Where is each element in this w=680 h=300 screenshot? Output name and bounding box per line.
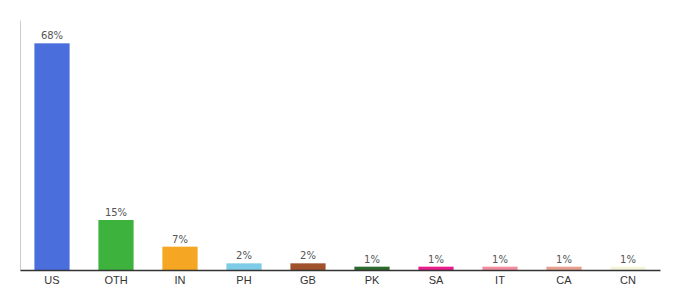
x-tick: PH bbox=[236, 274, 251, 286]
x-tick: IN bbox=[175, 274, 186, 286]
data-label: 1% bbox=[620, 254, 636, 265]
x-tick-label: IT bbox=[495, 274, 505, 286]
x-tick: CA bbox=[556, 274, 572, 286]
bar bbox=[482, 267, 517, 270]
data-label: 2% bbox=[236, 250, 252, 261]
x-tick-label: CA bbox=[556, 274, 572, 286]
x-tick-label: SA bbox=[429, 274, 444, 286]
bar bbox=[34, 43, 69, 270]
x-tick: US bbox=[44, 274, 59, 286]
x-tick-label: PH bbox=[236, 274, 251, 286]
bar bbox=[162, 247, 197, 270]
x-tick-label: CN bbox=[620, 274, 636, 286]
data-label: 1% bbox=[364, 254, 380, 265]
x-tick-label: IN bbox=[175, 274, 186, 286]
data-label: 7% bbox=[172, 234, 188, 245]
x-tick: IT bbox=[495, 274, 505, 286]
x-tick-label: PK bbox=[365, 274, 380, 286]
bar bbox=[546, 267, 581, 270]
bar bbox=[418, 267, 453, 270]
x-tick-label: OTH bbox=[104, 274, 127, 286]
data-label: 1% bbox=[428, 254, 444, 265]
x-tick: GB bbox=[300, 274, 316, 286]
x-tick: PK bbox=[365, 274, 380, 286]
x-tick-label: GB bbox=[300, 274, 316, 286]
bar bbox=[290, 263, 325, 270]
data-label: 68% bbox=[41, 30, 63, 41]
x-tick: CN bbox=[620, 274, 636, 286]
y-axis bbox=[20, 21, 21, 271]
data-labels: 68% 15% 7% 2% 2% 1% 1% 1% 1% 1% bbox=[41, 30, 636, 264]
data-label: 2% bbox=[300, 250, 316, 261]
data-label: 1% bbox=[492, 254, 508, 265]
plot: US OTH IN PH GB PK SA IT CA CN 68% 15% 7% 2% 2% 1% 1% 1% 1… bbox=[21, 21, 661, 286]
bar bbox=[354, 267, 389, 270]
x-axis: US OTH IN PH GB PK SA IT CA CN bbox=[21, 271, 661, 286]
x-tick: OTH bbox=[104, 274, 127, 286]
bar bbox=[610, 267, 645, 270]
x-tick: SA bbox=[429, 274, 444, 286]
bar bbox=[226, 263, 261, 270]
bar bbox=[98, 220, 133, 270]
x-axis-line bbox=[21, 270, 661, 272]
chart: US OTH IN PH GB PK SA IT CA CN 68% 15% 7% 2% 2% 1% 1% 1% 1… bbox=[0, 0, 680, 300]
y-axis-line bbox=[20, 21, 21, 271]
data-label: 15% bbox=[105, 207, 127, 218]
bars bbox=[34, 43, 645, 270]
x-tick-label: US bbox=[44, 274, 59, 286]
data-label: 1% bbox=[556, 254, 572, 265]
